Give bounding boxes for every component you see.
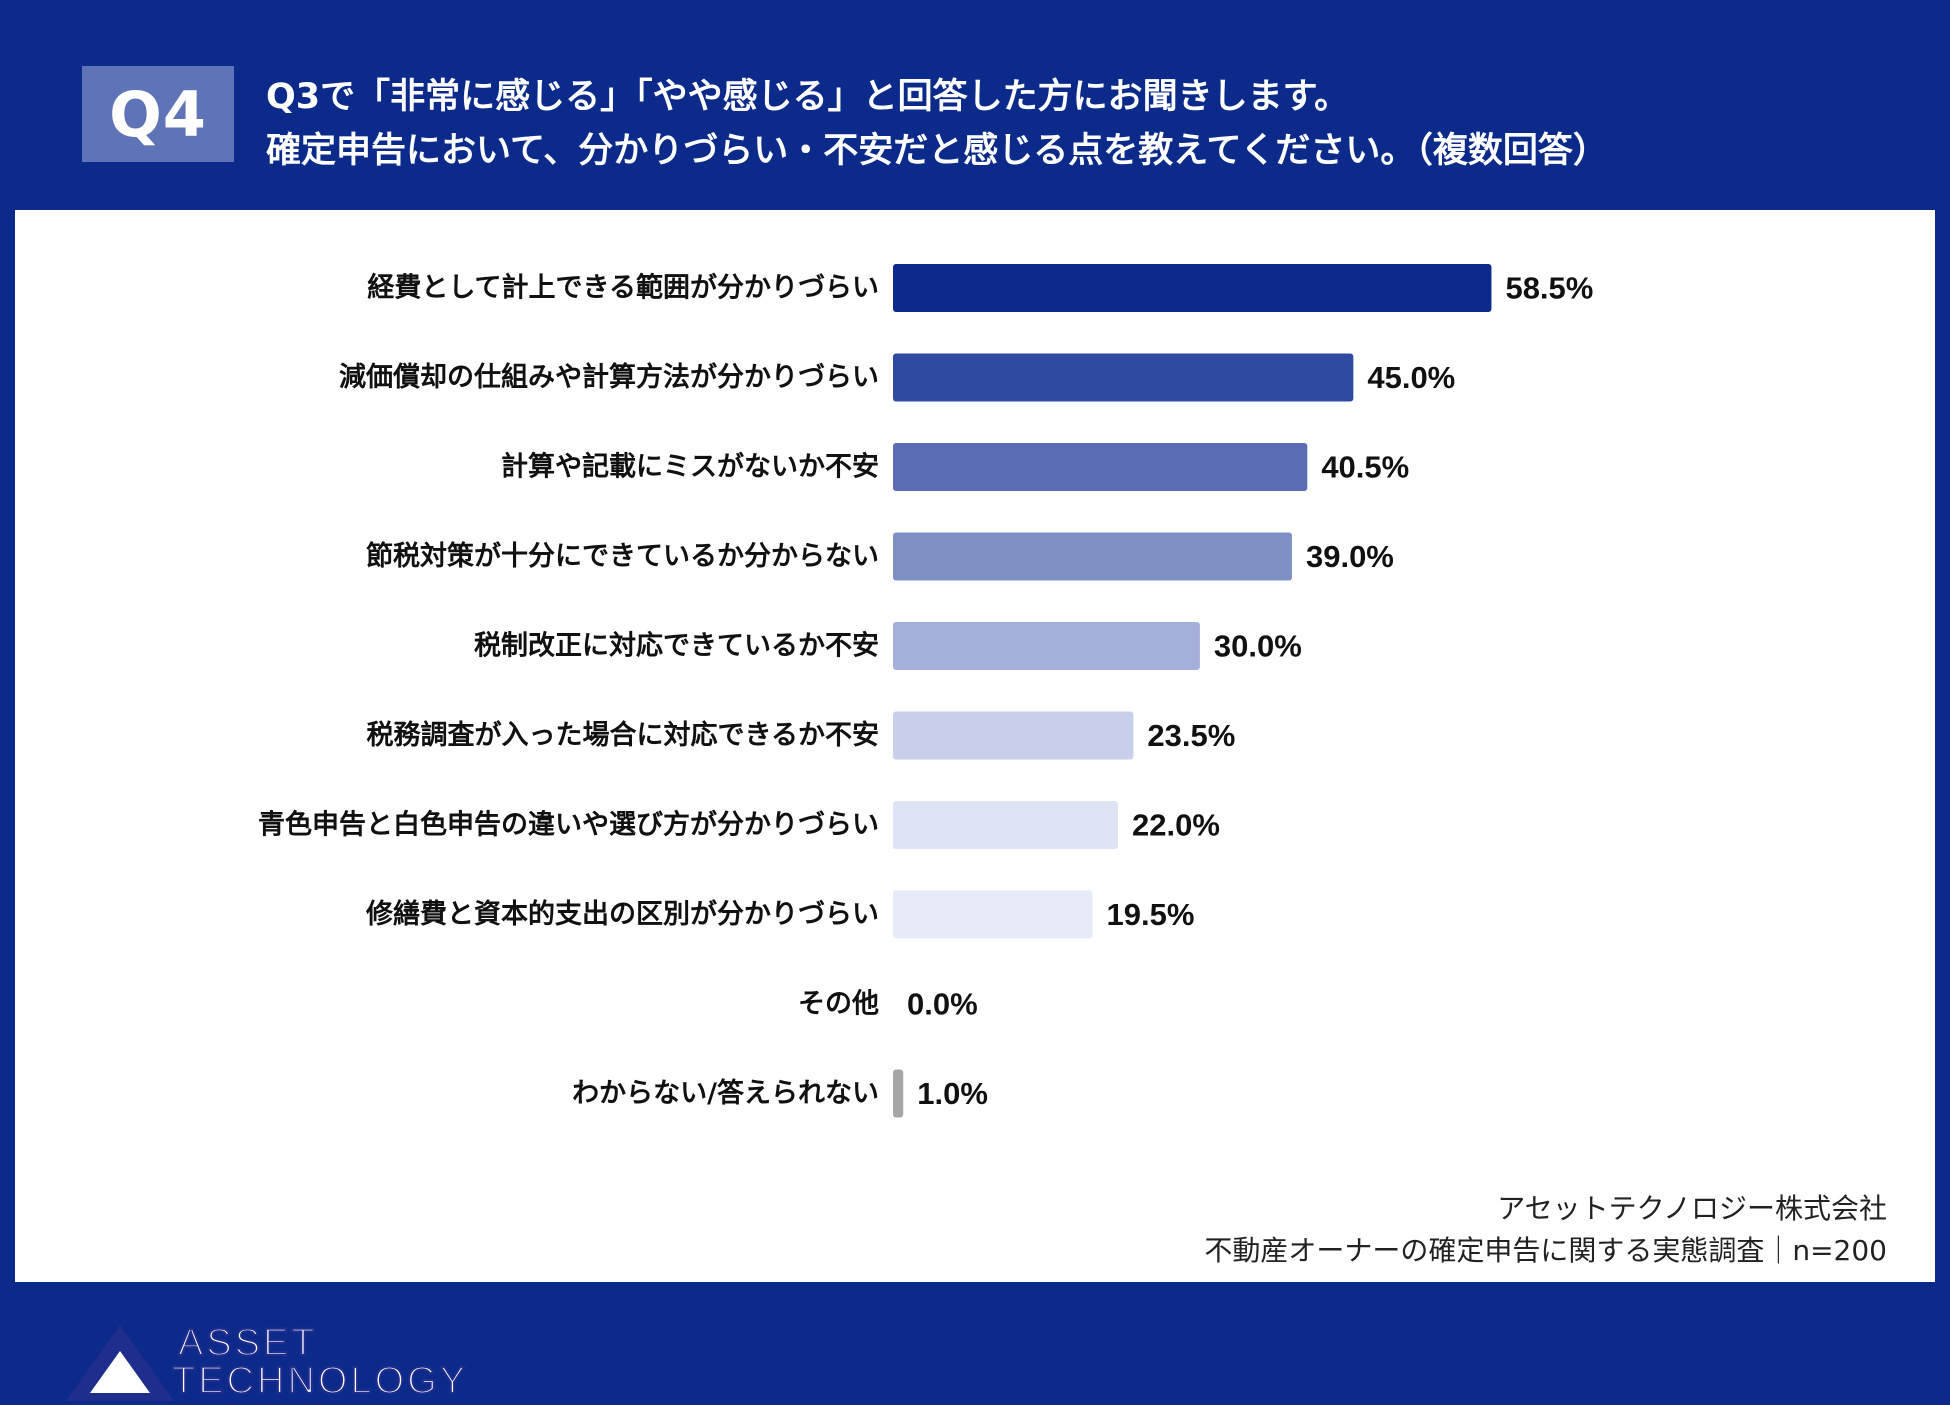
question-title-line-2: 確定申告において、分かりづらい・不安だと感じる点を教えてください。（複数回答） [266, 131, 1608, 171]
category-label: 減価償却の仕組みや計算方法が分かりづらい [339, 361, 879, 393]
bar [893, 622, 1200, 670]
footer-credit: アセットテクノロジー株式会社 不動産オーナーの確定申告に関する実態調査｜n=20… [1204, 1188, 1887, 1272]
bar [893, 443, 1308, 491]
category-label: 計算や記載にミスがないか不安 [501, 451, 879, 483]
value-label: 40.5% [1321, 450, 1409, 485]
logo-text-technology: TECHNOLOGY [172, 1360, 468, 1402]
category-label: わからない/答えられない [572, 1077, 879, 1109]
header-bar: Q4 Q3で「非常に感じる」「やや感じる」と回答した方にお聞きします。 確定申告… [0, 0, 1950, 210]
category-label: 税制改正に対応できているか不安 [474, 630, 879, 662]
category-label: その他 [798, 989, 879, 1020]
value-label: 39.0% [1306, 539, 1394, 574]
question-title-line-1: Q3で「非常に感じる」「やや感じる」と回答した方にお聞きします。 [266, 77, 1350, 117]
category-label: 修繕費と資本的支出の区別が分かりづらい [365, 898, 879, 930]
value-label: 45.0% [1367, 360, 1455, 395]
question-number-badge: Q4 [82, 66, 234, 162]
value-label: 58.5% [1505, 271, 1593, 306]
category-label: 節税対策が十分にできているか分からない [366, 540, 879, 572]
value-label: 1.0% [917, 1076, 988, 1111]
asset-technology-logo: ASSET TECHNOLOGY [66, 1321, 468, 1403]
bar [893, 890, 1093, 939]
category-label: 税務調査が入った場合に対応できるか不安 [367, 719, 879, 751]
value-label: 19.5% [1106, 897, 1194, 932]
value-label: 23.5% [1147, 718, 1235, 753]
bar [893, 532, 1292, 581]
bar [893, 353, 1354, 402]
question-title: Q3で「非常に感じる」「やや感じる」と回答した方にお聞きします。 確定申告におい… [266, 70, 1608, 178]
bar [893, 711, 1134, 760]
bar [893, 264, 1492, 312]
logo-text-asset: ASSET [178, 1322, 318, 1364]
bar [893, 1069, 904, 1118]
bar-chart: 経費として計上できる範囲が分かりづらい 58.5% 減価償却の仕組みや計算方法が分か… [258, 264, 1593, 1118]
category-label: 経費として計上できる範囲が分かりづらい [367, 272, 879, 304]
value-label: 22.0% [1132, 808, 1220, 843]
footer-survey-info: 不動産オーナーの確定申告に関する実態調査｜n=200 [1204, 1234, 1887, 1267]
bar [893, 801, 1119, 849]
chart-panel: 経費として計上できる範囲が分かりづらい 58.5% 減価償却の仕組みや計算方法が分か… [15, 210, 1935, 1403]
footer-company: アセットテクノロジー株式会社 [1497, 1192, 1887, 1225]
value-label: 30.0% [1214, 629, 1302, 664]
value-label: 0.0% [907, 987, 978, 1022]
category-label: 青色申告と白色申告の違いや選び方が分かりづらい [258, 809, 879, 841]
